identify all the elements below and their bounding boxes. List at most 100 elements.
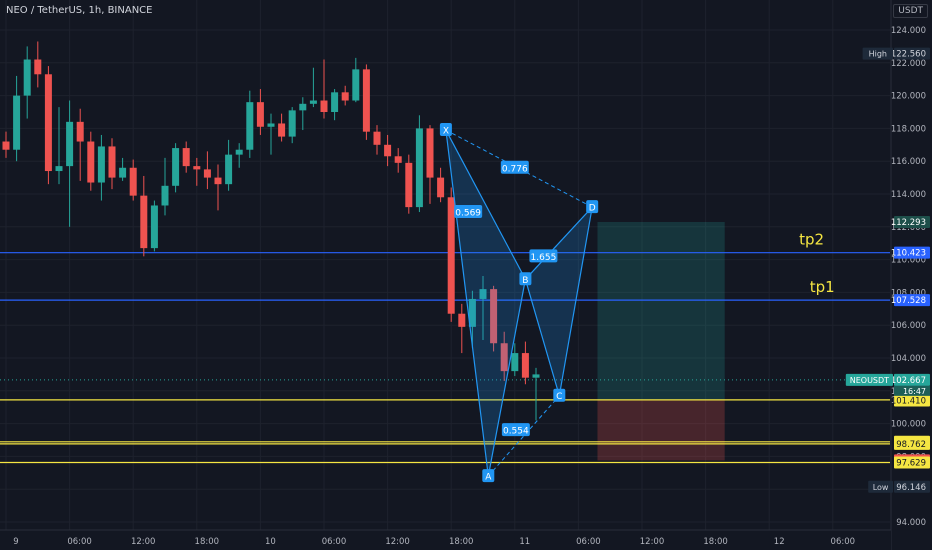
position-zones (597, 221, 725, 461)
candle-body (97, 146, 105, 183)
candle-body (331, 92, 339, 112)
price-badge[interactable] (894, 394, 930, 407)
candle-body (458, 313, 466, 327)
pattern-ratio[interactable] (501, 423, 530, 437)
candle-body (193, 166, 201, 170)
candle-body (532, 374, 540, 378)
pattern-point-label: A (485, 473, 492, 483)
candle-body (362, 69, 370, 132)
candle-body (76, 121, 84, 142)
pattern-bd-line (525, 206, 593, 280)
time-tick-label: 18:00 (195, 537, 220, 547)
candle-body (44, 74, 52, 172)
pattern-point-A[interactable] (482, 469, 495, 483)
price-badge[interactable] (894, 215, 930, 228)
price-badge[interactable] (894, 47, 930, 60)
price-badge[interactable] (894, 480, 930, 493)
time-axis-bg (0, 530, 891, 550)
time-tick-label: 06:00 (831, 537, 856, 547)
pattern-point-label: C (556, 392, 562, 402)
time-tick-label: 06:00 (67, 537, 92, 547)
time-axis[interactable]: 9 06:00 12:00 18:00 10 06:00 12:00 18:00 11 06:00… (0, 529, 891, 550)
price-badge[interactable] (894, 294, 930, 307)
pattern-ratio-label: 0.554 (503, 427, 529, 437)
horizontal-lines: tp2 tp1 (0, 231, 890, 464)
candle-body (203, 169, 211, 178)
candle-body (235, 149, 243, 155)
pattern-point-C[interactable] (553, 388, 566, 402)
chart-title: NEO / TetherUS, 1h, BINANCE (6, 5, 153, 16)
candle-body (415, 128, 423, 208)
price-badge-tag[interactable] (868, 480, 893, 493)
price-badge-value: 112.293 (891, 218, 926, 228)
pattern-point-B[interactable] (519, 272, 532, 286)
harmonic-pattern[interactable]: X A B C D 0.776 0.569 1.655 0.554 (439, 123, 599, 483)
candle-body (468, 298, 476, 327)
pattern-ratio[interactable] (529, 249, 558, 263)
candle-body (352, 69, 360, 101)
price-tick-label: 116.000 (891, 157, 926, 167)
price-badge-tag-label: High (869, 50, 887, 59)
candle-body (172, 148, 180, 186)
price-badge-tag[interactable] (845, 373, 893, 386)
candle-body (140, 195, 148, 249)
price-badge-tag[interactable] (862, 47, 893, 60)
candle-body (299, 103, 307, 111)
candle-body (119, 167, 127, 178)
candle-body (373, 131, 381, 145)
candle-body (288, 110, 296, 137)
price-badge-value: 96.146 (896, 483, 926, 493)
price-badge-value: 97.629 (896, 458, 926, 468)
time-tick-label: 10 (265, 537, 276, 547)
price-badge[interactable] (894, 456, 930, 469)
candle-body (320, 100, 328, 112)
level-label-tp1: tp1 (810, 278, 835, 296)
pattern-ratio[interactable] (500, 160, 529, 174)
price-badge[interactable] (894, 373, 930, 386)
price-badge-value: 122.560 (891, 50, 926, 60)
price-tick-label: 104.000 (891, 354, 926, 364)
candle-body (521, 353, 529, 378)
stop-zone[interactable] (597, 400, 725, 461)
price-tick-label: 124.000 (891, 26, 926, 36)
candles-layer (2, 41, 540, 421)
candle-body (182, 148, 190, 167)
price-tick-label: 100.000 (891, 420, 926, 430)
target-zone[interactable] (597, 221, 725, 401)
candle-body (500, 343, 508, 372)
candle-body (384, 144, 392, 157)
pattern-point-X[interactable] (439, 123, 452, 137)
price-tick-label: 106.000 (891, 321, 926, 331)
time-tick-label: 11 (519, 537, 530, 547)
candle-body (437, 177, 445, 198)
price-badge-value: 107.528 (891, 296, 926, 306)
price-badge-value: 102.667 (891, 376, 926, 386)
currency-button[interactable]: USDT (893, 4, 928, 18)
pattern-point-D[interactable] (586, 200, 599, 214)
price-badge[interactable] (894, 437, 930, 450)
price-tick-label: 120.000 (891, 92, 926, 102)
price-axis[interactable]: 94.00096.00098.000100.000102.000104.0001… (845, 0, 932, 550)
pattern-ratio-label: 1.655 (531, 253, 557, 263)
candle-body (55, 166, 63, 172)
price-tick-label: 118.000 (891, 124, 926, 134)
countdown-badge (894, 385, 930, 396)
price-badge[interactable] (894, 246, 930, 259)
candle-body (161, 185, 169, 206)
candle-body (479, 289, 487, 299)
level-label-tp2: tp2 (799, 231, 824, 249)
time-tick-label: 12 (774, 537, 785, 547)
time-tick-label: 18:00 (449, 537, 474, 547)
time-tick-label: 12:00 (385, 537, 410, 547)
price-tick-label: 122.000 (891, 59, 926, 69)
candle-body (394, 156, 402, 163)
pattern-ratio[interactable] (454, 205, 483, 219)
time-tick-label: 06:00 (576, 537, 601, 547)
candle-body (214, 177, 222, 185)
grid-layer (0, 0, 890, 530)
candle-body (150, 205, 158, 249)
price-badge-value: 101.410 (891, 396, 926, 406)
price-badge-value: 98.762 (896, 440, 926, 450)
candle-body (405, 162, 413, 208)
